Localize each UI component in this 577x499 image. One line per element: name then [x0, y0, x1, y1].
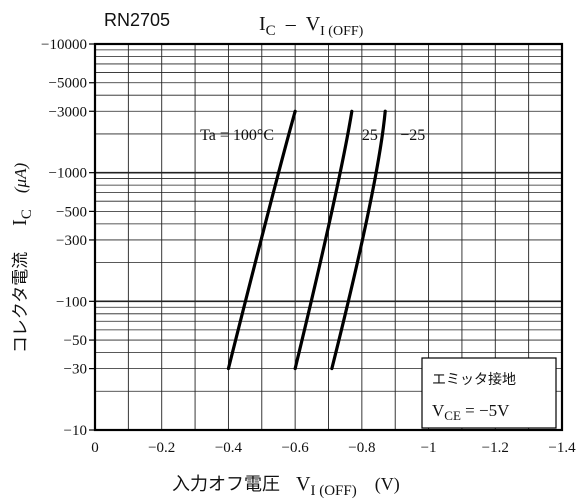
- y-tick-label: −10000: [41, 37, 87, 53]
- y-tick-label: −300: [56, 233, 87, 249]
- y-tick-label: −500: [56, 204, 87, 220]
- x-tick-label: −1.2: [482, 440, 509, 456]
- x-tick-label: −1.4: [548, 440, 576, 456]
- y-tick-label: −30: [64, 362, 87, 378]
- part-number: RN2705: [104, 10, 170, 30]
- x-tick-label: 0: [91, 440, 99, 456]
- x-tick-label: −0.8: [348, 440, 375, 456]
- x-tick-label: −0.6: [282, 440, 310, 456]
- y-tick-label: −3000: [49, 104, 87, 120]
- svg-text:コレクタ電流IC(μA): コレクタ電流IC(μA): [9, 163, 35, 354]
- y-tick-label: −100: [56, 294, 87, 310]
- x-tick-label: −1: [421, 440, 437, 456]
- tick-labels: 0 −0.2 −0.4 −0.6 −0.8 −1 −1.2 −1.4 −10 −30 −50 −100…: [41, 37, 576, 456]
- y-axis-label-jp: コレクタ電流: [11, 252, 30, 353]
- chart-title: IC – VI (OFF): [259, 13, 364, 39]
- x-tick-label: −0.4: [215, 440, 243, 456]
- series-curve: [293, 109, 354, 371]
- series-label: Ta = 100°C: [200, 127, 274, 144]
- plot-frame: [93, 42, 564, 432]
- series-curve: [226, 109, 297, 371]
- y-tick-label: −1000: [49, 166, 87, 182]
- x-axis-label: 入力オフ電圧 VI (OFF) (V): [172, 473, 400, 499]
- y-tick-label: −5000: [49, 76, 87, 92]
- conditions-box: エミッタ接地 VCE = −5V: [421, 357, 557, 429]
- series-curve: [330, 109, 387, 371]
- series-label: 25: [362, 127, 378, 144]
- series-label: −25: [400, 127, 425, 144]
- y-tick-label: −50: [64, 333, 87, 349]
- conditions-line2: VCE = −5V: [432, 401, 510, 423]
- y-tick-label: −10: [64, 423, 87, 439]
- series-layer: Ta = 100°C 25 −25: [200, 109, 425, 371]
- y-axis-label: コレクタ電流IC(μA): [9, 163, 35, 354]
- conditions-line1: エミッタ接地: [432, 371, 516, 388]
- x-tick-label: −0.2: [148, 440, 175, 456]
